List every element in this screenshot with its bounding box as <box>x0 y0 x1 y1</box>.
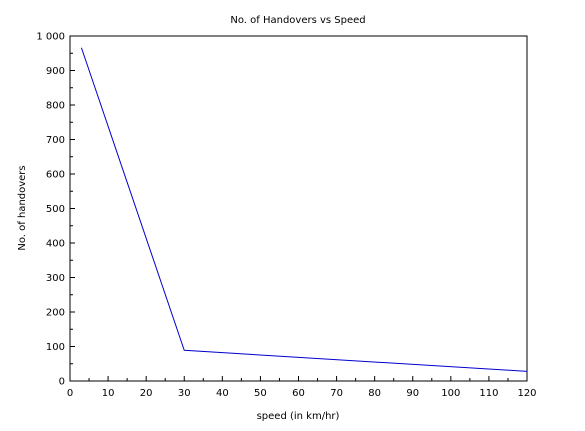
y-tick-label: 600 <box>46 170 65 181</box>
y-tick-label: 700 <box>46 135 65 146</box>
y-tick-label: 200 <box>46 308 65 319</box>
y-axis-title: No. of handovers <box>17 165 28 250</box>
chart-title: No. of Handovers vs Speed <box>230 15 365 26</box>
x-tick-label: 120 <box>517 388 536 399</box>
y-tick-label: 900 <box>46 66 65 77</box>
x-axis-title: speed (in km/hr) <box>257 411 340 422</box>
x-tick-label: 110 <box>479 388 498 399</box>
x-tick-label: 40 <box>216 388 229 399</box>
x-tick-label: 60 <box>292 388 305 399</box>
x-axis: 0 10 20 30 40 50 60 70 80 90 100 110 120 <box>67 376 537 399</box>
x-tick-label: 30 <box>178 388 191 399</box>
y-tick-label: 0 <box>59 377 65 388</box>
x-tick-label: 0 <box>67 388 73 399</box>
y-tick-label: 100 <box>46 342 65 353</box>
plot-area <box>69 35 528 382</box>
x-tick-label: 90 <box>406 388 419 399</box>
x-tick-label: 20 <box>140 388 153 399</box>
x-tick-label: 100 <box>441 388 460 399</box>
x-tick-label: 10 <box>102 388 115 399</box>
y-tick-label: 800 <box>46 101 65 112</box>
y-tick-label: 400 <box>46 239 65 250</box>
x-tick-label: 70 <box>330 388 343 399</box>
x-tick-label: 80 <box>368 388 381 399</box>
y-tick-label: 1 000 <box>36 32 65 43</box>
y-tick-label: 500 <box>46 204 65 215</box>
y-axis: 0 100 200 300 400 500 600 700 800 900 1 000 <box>36 32 75 388</box>
series-layer <box>80 47 528 372</box>
y-tick-label: 300 <box>46 273 65 284</box>
x-tick-label: 50 <box>254 388 267 399</box>
series-line <box>80 47 528 372</box>
